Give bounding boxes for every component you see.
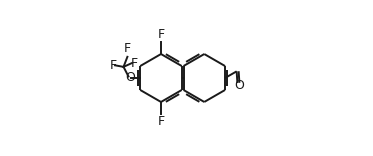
Text: O: O <box>125 71 135 85</box>
Text: F: F <box>131 56 138 70</box>
Text: F: F <box>157 28 164 41</box>
Text: F: F <box>157 115 164 128</box>
Text: F: F <box>110 59 117 72</box>
Text: F: F <box>124 42 131 55</box>
Text: O: O <box>234 79 244 92</box>
